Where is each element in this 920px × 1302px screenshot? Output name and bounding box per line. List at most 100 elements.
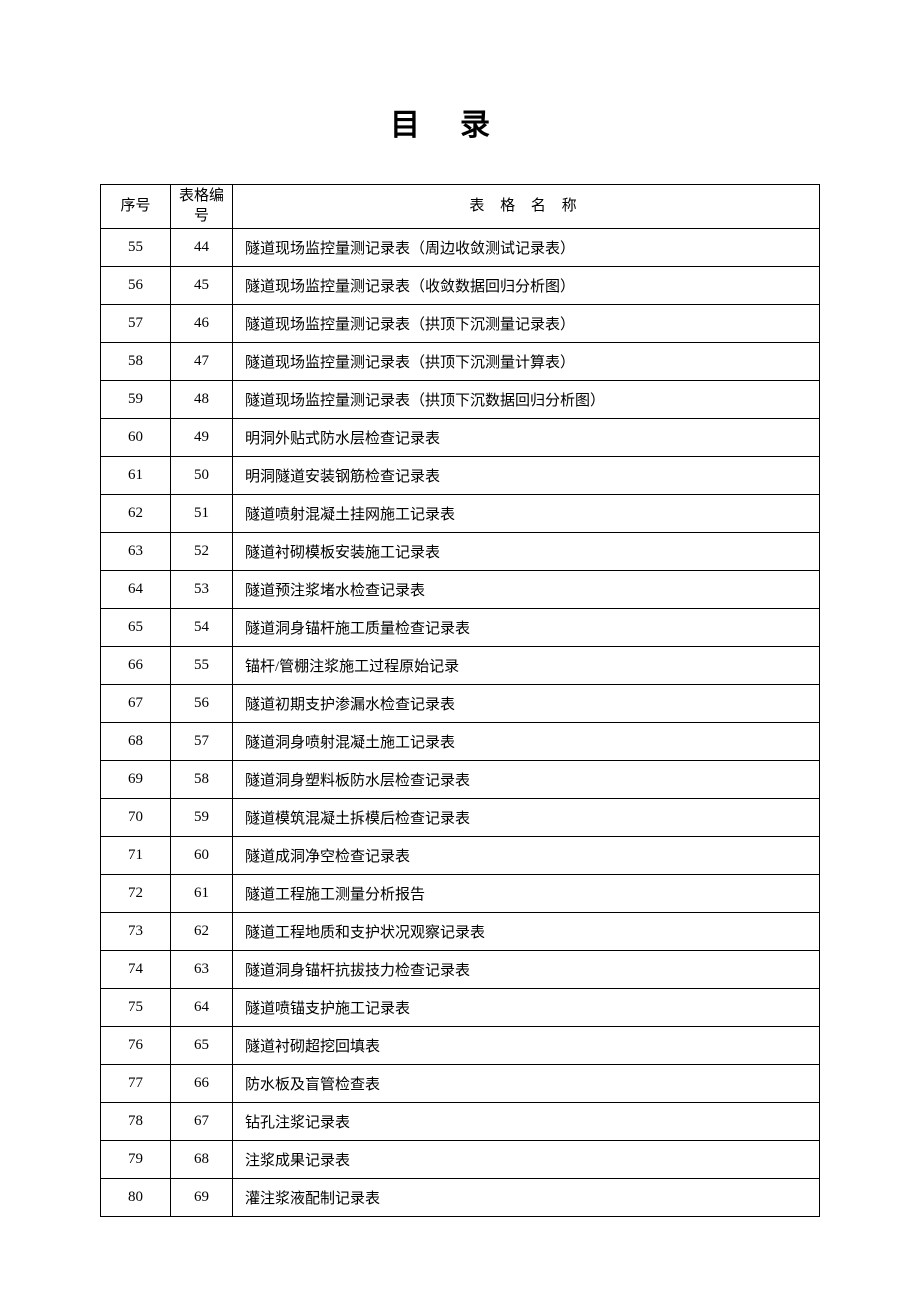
cell-formno: 52 <box>171 533 233 571</box>
cell-seq: 76 <box>101 1027 171 1065</box>
table-row: 5746隧道现场监控量测记录表（拱顶下沉测量记录表） <box>101 305 820 343</box>
cell-name: 防水板及盲管检查表 <box>233 1065 820 1103</box>
cell-seq: 74 <box>101 951 171 989</box>
cell-name: 锚杆/管棚注浆施工过程原始记录 <box>233 647 820 685</box>
table-row: 6453隧道预注浆堵水检查记录表 <box>101 571 820 609</box>
cell-formno: 44 <box>171 229 233 267</box>
header-formno: 表格编号 <box>171 185 233 229</box>
header-name: 表 格 名 称 <box>233 185 820 229</box>
cell-formno: 55 <box>171 647 233 685</box>
cell-seq: 62 <box>101 495 171 533</box>
cell-name: 隧道洞身喷射混凝土施工记录表 <box>233 723 820 761</box>
cell-formno: 47 <box>171 343 233 381</box>
cell-seq: 72 <box>101 875 171 913</box>
page-title: 目录 <box>0 0 920 184</box>
cell-name: 隧道现场监控量测记录表（收敛数据回归分析图） <box>233 267 820 305</box>
cell-name: 隧道现场监控量测记录表（拱顶下沉测量计算表） <box>233 343 820 381</box>
cell-seq: 78 <box>101 1103 171 1141</box>
table-row: 7968注浆成果记录表 <box>101 1141 820 1179</box>
cell-name: 隧道工程地质和支护状况观察记录表 <box>233 913 820 951</box>
cell-seq: 77 <box>101 1065 171 1103</box>
cell-seq: 67 <box>101 685 171 723</box>
cell-formno: 61 <box>171 875 233 913</box>
table-row: 6756隧道初期支护渗漏水检查记录表 <box>101 685 820 723</box>
toc-table: 序号 表格编号 表 格 名 称 5544隧道现场监控量测记录表（周边收敛测试记录… <box>100 184 820 1217</box>
cell-formno: 54 <box>171 609 233 647</box>
cell-formno: 46 <box>171 305 233 343</box>
table-row: 6352隧道衬砌模板安装施工记录表 <box>101 533 820 571</box>
cell-seq: 56 <box>101 267 171 305</box>
table-row: 6150明洞隧道安装钢筋检查记录表 <box>101 457 820 495</box>
cell-seq: 64 <box>101 571 171 609</box>
table-body: 5544隧道现场监控量测记录表（周边收敛测试记录表）5645隧道现场监控量测记录… <box>101 229 820 1217</box>
cell-name: 钻孔注浆记录表 <box>233 1103 820 1141</box>
cell-formno: 53 <box>171 571 233 609</box>
cell-name: 隧道初期支护渗漏水检查记录表 <box>233 685 820 723</box>
cell-name: 注浆成果记录表 <box>233 1141 820 1179</box>
cell-seq: 73 <box>101 913 171 951</box>
cell-seq: 63 <box>101 533 171 571</box>
cell-name: 隧道洞身锚杆施工质量检查记录表 <box>233 609 820 647</box>
cell-formno: 64 <box>171 989 233 1027</box>
table-row: 7463隧道洞身锚杆抗拔技力检查记录表 <box>101 951 820 989</box>
cell-name: 隧道现场监控量测记录表（拱顶下沉数据回归分析图） <box>233 381 820 419</box>
cell-name: 隧道洞身塑料板防水层检查记录表 <box>233 761 820 799</box>
header-seq: 序号 <box>101 185 171 229</box>
table-row: 8069灌注浆液配制记录表 <box>101 1179 820 1217</box>
table-row: 7160隧道成洞净空检查记录表 <box>101 837 820 875</box>
table-row: 7867钻孔注浆记录表 <box>101 1103 820 1141</box>
cell-seq: 79 <box>101 1141 171 1179</box>
cell-seq: 69 <box>101 761 171 799</box>
cell-name: 隧道现场监控量测记录表（拱顶下沉测量记录表） <box>233 305 820 343</box>
cell-formno: 45 <box>171 267 233 305</box>
cell-seq: 68 <box>101 723 171 761</box>
table-row: 7665隧道衬砌超挖回填表 <box>101 1027 820 1065</box>
cell-formno: 63 <box>171 951 233 989</box>
cell-seq: 66 <box>101 647 171 685</box>
cell-formno: 57 <box>171 723 233 761</box>
cell-name: 隧道衬砌模板安装施工记录表 <box>233 533 820 571</box>
cell-name: 明洞外贴式防水层检查记录表 <box>233 419 820 457</box>
cell-seq: 59 <box>101 381 171 419</box>
cell-seq: 60 <box>101 419 171 457</box>
cell-name: 隧道现场监控量测记录表（周边收敛测试记录表） <box>233 229 820 267</box>
table-row: 7564隧道喷锚支护施工记录表 <box>101 989 820 1027</box>
cell-seq: 58 <box>101 343 171 381</box>
table-row: 6049明洞外贴式防水层检查记录表 <box>101 419 820 457</box>
cell-formno: 60 <box>171 837 233 875</box>
table-row: 7261隧道工程施工测量分析报告 <box>101 875 820 913</box>
cell-formno: 58 <box>171 761 233 799</box>
cell-name: 隧道喷射混凝土挂网施工记录表 <box>233 495 820 533</box>
cell-name: 隧道洞身锚杆抗拔技力检查记录表 <box>233 951 820 989</box>
table-row: 7766防水板及盲管检查表 <box>101 1065 820 1103</box>
cell-seq: 70 <box>101 799 171 837</box>
cell-formno: 66 <box>171 1065 233 1103</box>
table-row: 7362隧道工程地质和支护状况观察记录表 <box>101 913 820 951</box>
cell-formno: 69 <box>171 1179 233 1217</box>
table-row: 6251隧道喷射混凝土挂网施工记录表 <box>101 495 820 533</box>
cell-name: 隧道工程施工测量分析报告 <box>233 875 820 913</box>
cell-seq: 55 <box>101 229 171 267</box>
table-row: 6554隧道洞身锚杆施工质量检查记录表 <box>101 609 820 647</box>
cell-seq: 61 <box>101 457 171 495</box>
cell-formno: 48 <box>171 381 233 419</box>
cell-name: 隧道模筑混凝土拆模后检查记录表 <box>233 799 820 837</box>
cell-formno: 67 <box>171 1103 233 1141</box>
cell-seq: 65 <box>101 609 171 647</box>
table-row: 5544隧道现场监控量测记录表（周边收敛测试记录表） <box>101 229 820 267</box>
table-row: 5948隧道现场监控量测记录表（拱顶下沉数据回归分析图） <box>101 381 820 419</box>
cell-seq: 80 <box>101 1179 171 1217</box>
cell-seq: 71 <box>101 837 171 875</box>
cell-formno: 51 <box>171 495 233 533</box>
cell-seq: 57 <box>101 305 171 343</box>
table-row: 6655锚杆/管棚注浆施工过程原始记录 <box>101 647 820 685</box>
table-row: 5645隧道现场监控量测记录表（收敛数据回归分析图） <box>101 267 820 305</box>
cell-formno: 68 <box>171 1141 233 1179</box>
table-row: 6857隧道洞身喷射混凝土施工记录表 <box>101 723 820 761</box>
table-row: 7059隧道模筑混凝土拆模后检查记录表 <box>101 799 820 837</box>
table-row: 6958隧道洞身塑料板防水层检查记录表 <box>101 761 820 799</box>
cell-seq: 75 <box>101 989 171 1027</box>
cell-formno: 56 <box>171 685 233 723</box>
cell-name: 隧道成洞净空检查记录表 <box>233 837 820 875</box>
cell-name: 灌注浆液配制记录表 <box>233 1179 820 1217</box>
